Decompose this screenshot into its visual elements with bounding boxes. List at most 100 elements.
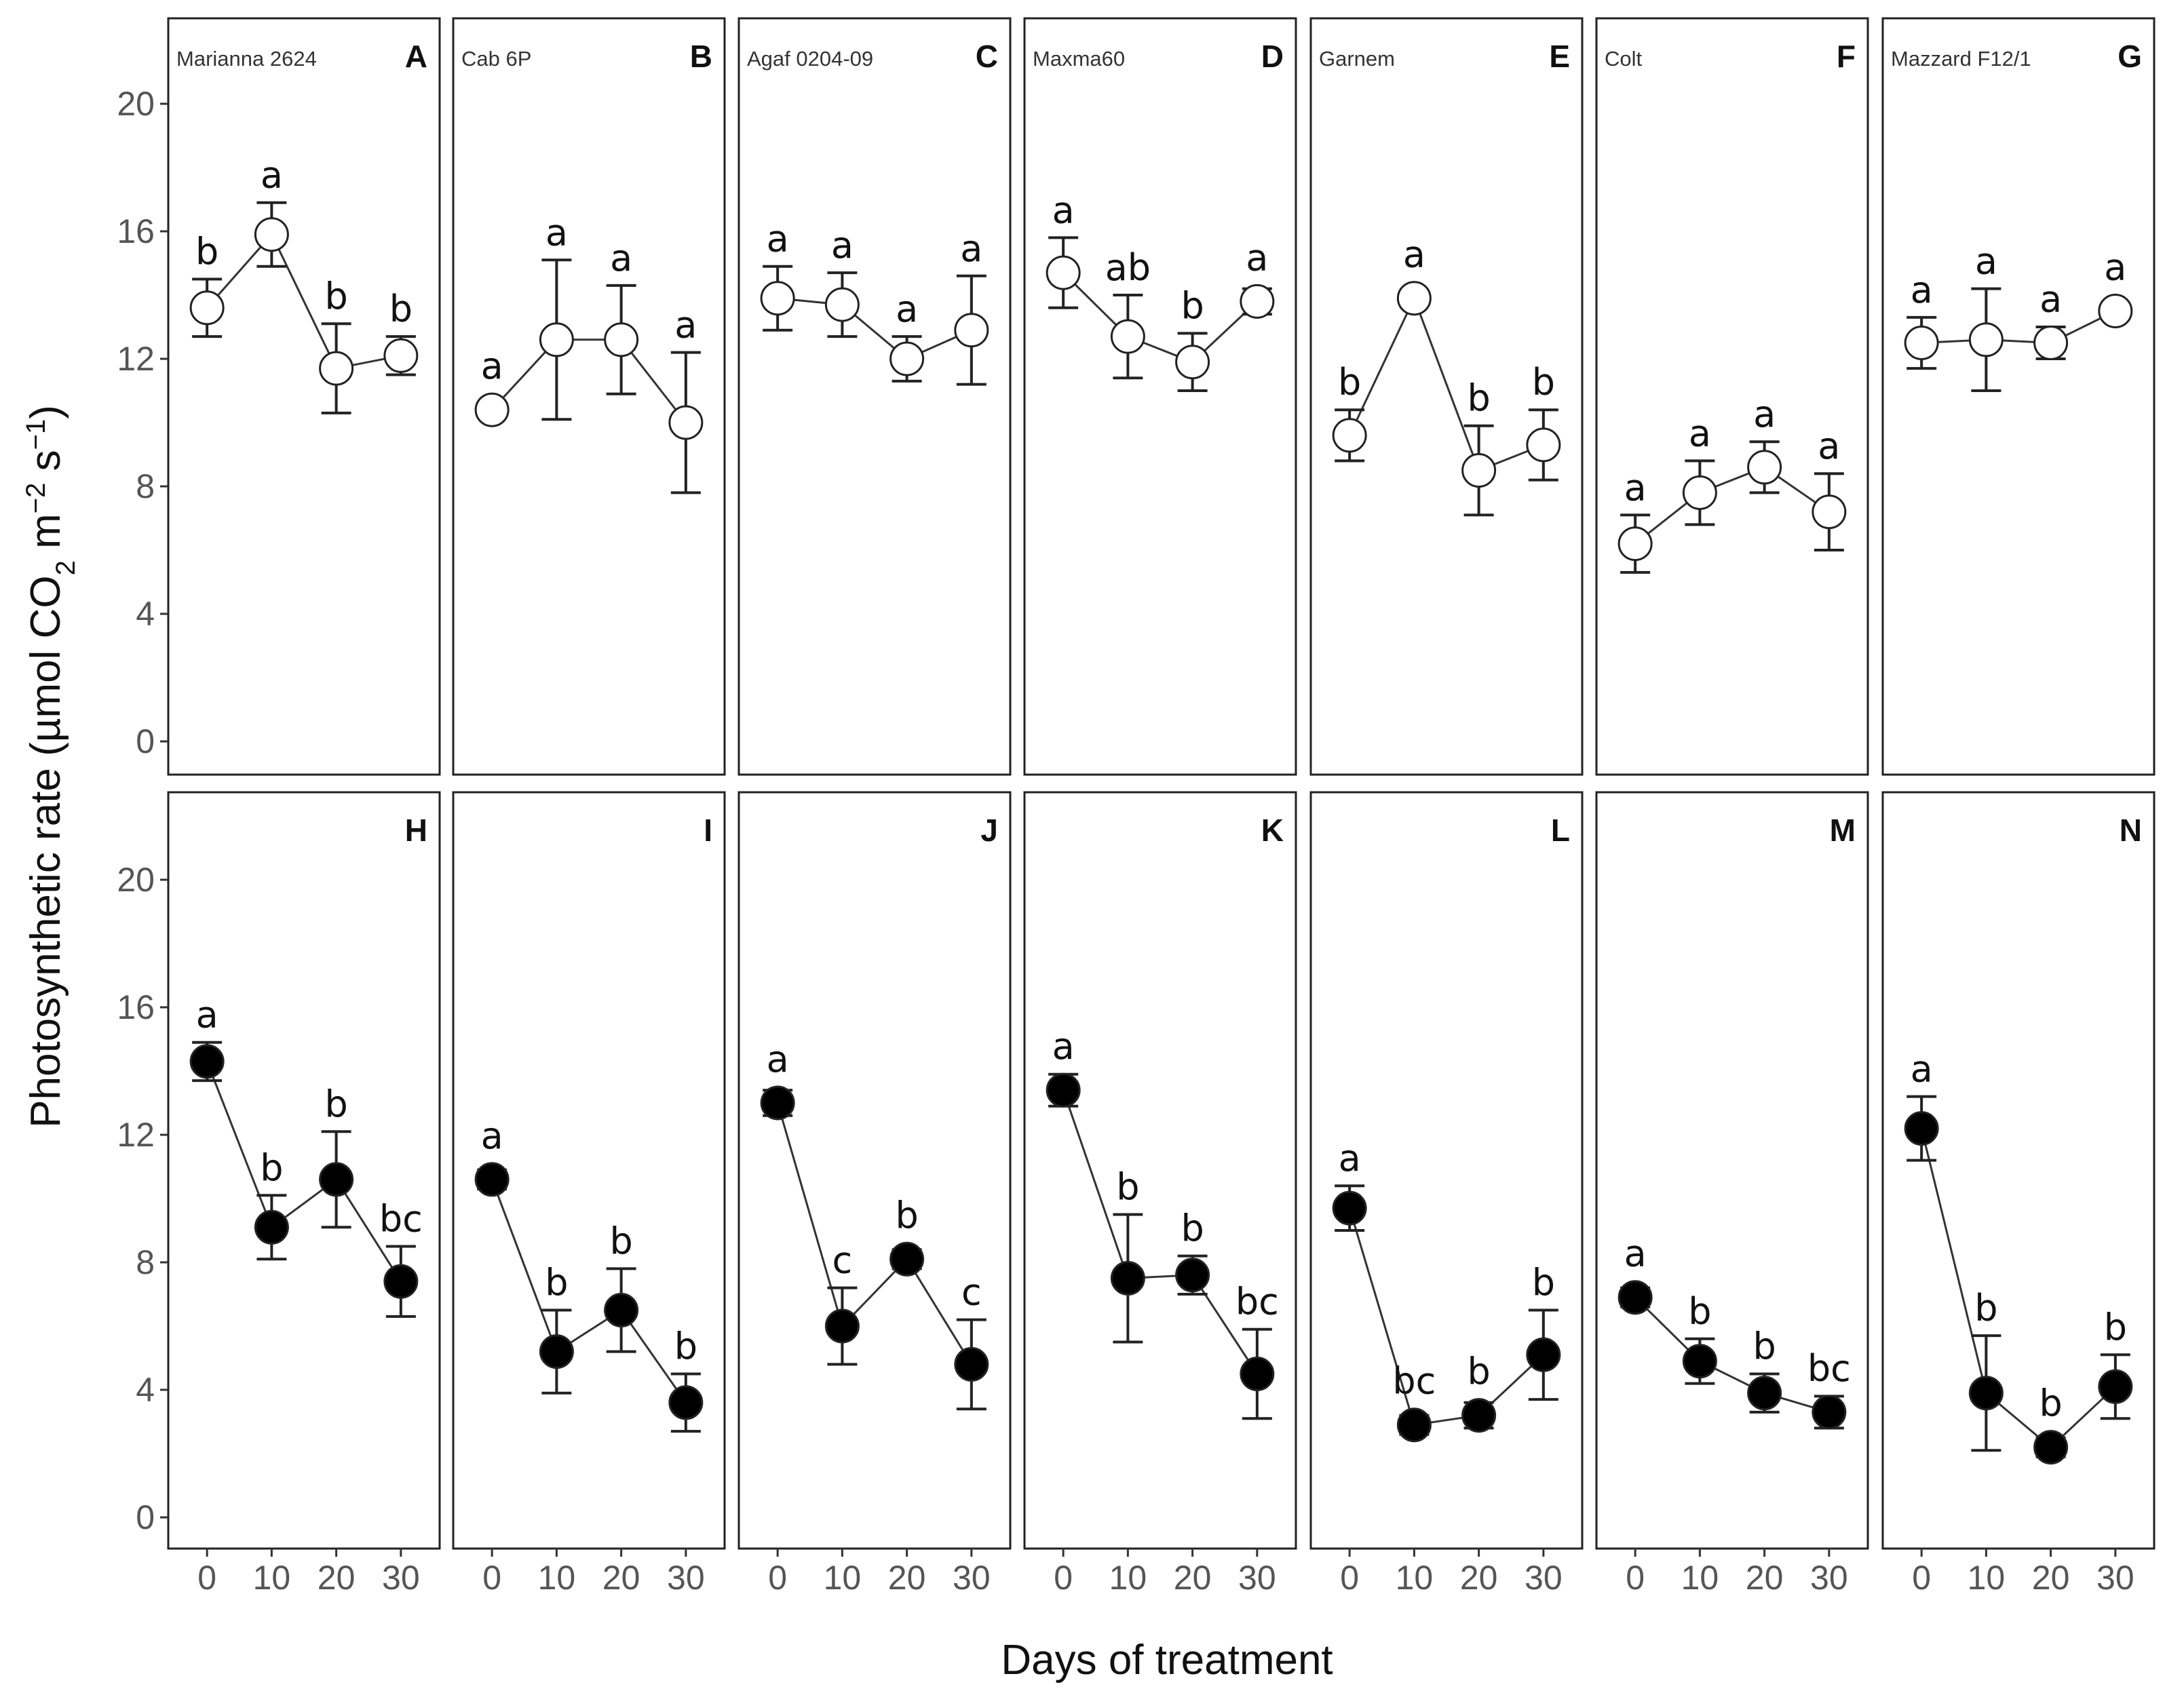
series-line: [491, 1179, 687, 1403]
data-point: [760, 1085, 795, 1121]
panel-h: Ha bb bc: [167, 791, 441, 1550]
data-point: [189, 1044, 225, 1079]
panel-letter: J: [980, 813, 998, 848]
x-tick-label: 10: [1681, 1559, 1719, 1597]
significance-label: a: [1339, 1137, 1361, 1180]
data-point: [1526, 1337, 1561, 1372]
significance-label: c: [961, 1271, 982, 1314]
data-point: [824, 1308, 860, 1344]
significance-label: a: [1911, 269, 1933, 311]
significance-label: a: [1246, 236, 1268, 279]
data-point: [1175, 1258, 1210, 1293]
y-tick-label: 12: [117, 340, 155, 378]
data-point: [474, 392, 510, 427]
data-point: [189, 290, 225, 326]
series-line: [1062, 1089, 1259, 1375]
significance-label: b: [1116, 1166, 1139, 1209]
data-point: [2033, 1430, 2069, 1465]
data-point: [319, 351, 354, 386]
x-tick-label: 0: [1340, 1559, 1359, 1597]
significance-label: b: [1752, 1325, 1776, 1368]
x-tick-label: 30: [667, 1559, 705, 1597]
data-point: [1617, 526, 1653, 562]
series-line: [206, 1061, 402, 1283]
y-tick-label: 8: [136, 467, 155, 505]
x-tick-label: 10: [1109, 1559, 1147, 1597]
panel-letter: C: [976, 39, 998, 74]
panel-letter: I: [704, 813, 712, 848]
data-point: [2033, 326, 2069, 360]
data-point: [1175, 345, 1210, 380]
data-point: [1461, 453, 1497, 488]
cultivar-label: Cab 6P: [461, 47, 531, 71]
data-point: [668, 1385, 704, 1420]
significance-label: a: [1624, 466, 1647, 509]
data-point: [1046, 1072, 1081, 1108]
significance-label: b: [1181, 1207, 1204, 1250]
data-point: [2098, 1369, 2133, 1404]
cultivar-label: Marianna 2624: [176, 47, 317, 71]
panel-letter: G: [2118, 39, 2142, 74]
significance-label: a: [610, 237, 632, 279]
panel-frame: [1023, 791, 1297, 1550]
data-point: [1240, 1357, 1275, 1391]
y-tick-label: 12: [117, 1116, 155, 1154]
panel-letter: F: [1837, 39, 1856, 74]
significance-label: b: [324, 1083, 347, 1125]
significance-label: b: [389, 288, 413, 330]
series-line: [1062, 272, 1258, 364]
cultivar-label: Mazzard F12/1: [1891, 47, 2031, 71]
significance-label: b: [895, 1194, 918, 1237]
data-point: [2098, 294, 2133, 328]
series-line: [1348, 1207, 1544, 1426]
panel-frame: [1023, 17, 1297, 776]
data-point: [254, 1209, 289, 1245]
panel-letter: A: [405, 39, 427, 74]
panel-letter: B: [690, 39, 712, 74]
x-tick-label: 0: [768, 1559, 787, 1597]
significance-label: a: [1911, 1048, 1933, 1091]
data-point: [760, 281, 795, 316]
series-line: [1920, 1128, 2116, 1449]
panel-j: Ja cbc: [737, 791, 1012, 1550]
significance-label: a: [1975, 240, 1997, 283]
cultivar-label: Colt: [1605, 47, 1643, 71]
series-line: [1348, 295, 1544, 472]
x-tick-label: 0: [482, 1559, 501, 1597]
significance-label: a: [1753, 393, 1776, 435]
significance-label: b: [545, 1262, 568, 1304]
panel-frame: [1881, 791, 2156, 1550]
panel-letter: E: [1549, 39, 1570, 74]
data-point: [824, 287, 860, 322]
panel-frame: [1595, 791, 1869, 1550]
x-tick-label: 10: [253, 1559, 291, 1597]
series-line: [206, 233, 402, 370]
significance-label: a: [261, 154, 283, 197]
data-point: [1617, 1280, 1653, 1315]
data-point: [1968, 322, 2004, 357]
significance-label: bc: [1807, 1347, 1851, 1390]
data-point: [1396, 281, 1432, 316]
data-point: [1332, 1190, 1367, 1226]
y-tick-label: 8: [136, 1243, 155, 1281]
x-tick-label: 20: [602, 1559, 640, 1597]
significance-label: b: [324, 275, 347, 317]
x-tick-label: 20: [2032, 1559, 2070, 1597]
data-point: [1240, 284, 1275, 319]
x-tick-label: 20: [1460, 1559, 1498, 1597]
data-point: [1904, 1111, 1939, 1146]
significance-label: a: [674, 304, 697, 347]
significance-label: a: [1818, 425, 1840, 467]
y-tick-label: 0: [136, 1498, 155, 1536]
significance-label: a: [1403, 233, 1425, 276]
x-tick-label: 20: [318, 1559, 356, 1597]
x-tick-label: 10: [1396, 1559, 1434, 1597]
x-tick-label: 30: [1238, 1559, 1276, 1597]
